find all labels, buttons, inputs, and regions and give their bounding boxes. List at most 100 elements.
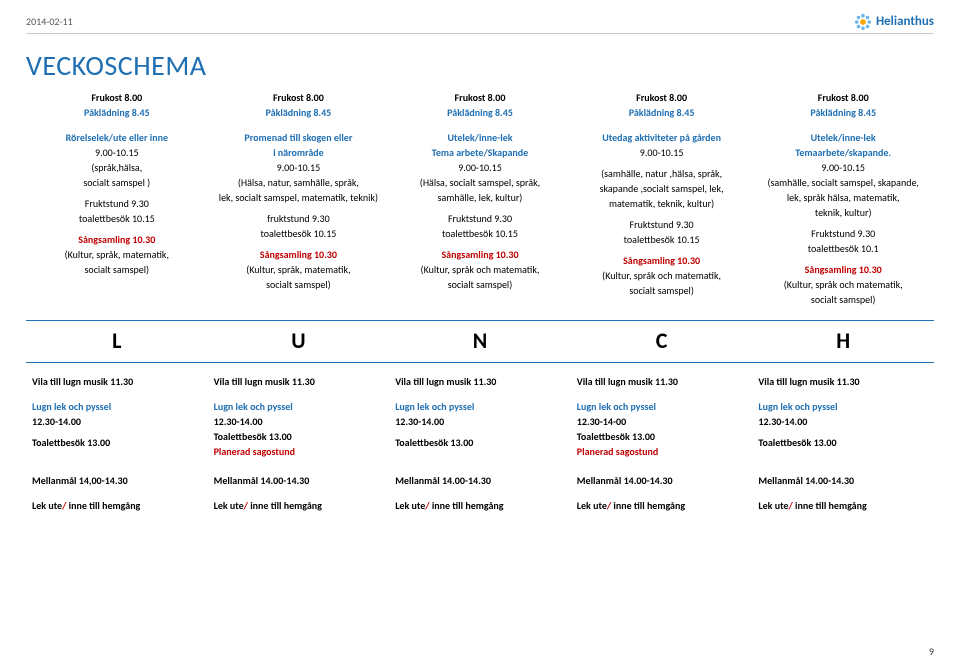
morning-line: matematik, teknik, kultur) (577, 197, 747, 210)
lunch-row: LUNCH (26, 320, 934, 363)
frukost-line1: Frukost 8.00 (758, 91, 928, 104)
lek-line: Lugn lek och pyssel (577, 400, 747, 413)
morning-line: teknik, kultur) (758, 206, 928, 219)
morning-line: socialt samspel) (758, 293, 928, 306)
morning-line: toalettbesök 10.15 (214, 227, 384, 240)
morning-line: fruktstund 9.30 (214, 212, 384, 225)
morning-line: Sångsamling 10.30 (32, 233, 202, 246)
lunch-letter: C (571, 321, 753, 362)
hem-segment: Lek ute (32, 499, 62, 512)
col-frukost-0: Frukost 8.00 Påklädning 8.45 (26, 89, 208, 123)
morning-line: 9.00-10.15 (395, 161, 565, 174)
morning-line: Temaarbete/skapande. (758, 146, 928, 159)
morning-line: (samhälle, socialt samspel, skapande, (758, 176, 928, 189)
col-hem-4: Lek ute/ inne till hemgång (752, 497, 934, 516)
morning-line: Utelek/inne-lek (395, 131, 565, 144)
row-mellan: Mellanmål 14,00-14.30 Mellanmål 14.00-14.… (26, 472, 934, 491)
lek-line: Toalettbesök 13.00 (395, 436, 565, 449)
morning-line: Fruktstund 9.30 (758, 227, 928, 240)
page-number: 9 (929, 645, 934, 658)
page-title: VECKOSCHEMA (26, 48, 934, 83)
lek-line: Toalettbesök 13.00 (758, 436, 928, 449)
morning-line: lek, språk hälsa, matematik, (758, 191, 928, 204)
hem-segment: Lek ute (758, 499, 788, 512)
header-date: 2014-02-11 (26, 15, 73, 28)
col-hem-1: Lek ute/ inne till hemgång (208, 497, 390, 516)
brand-name: Helianthus (876, 14, 934, 29)
frukost-line2: Påklädning 8.45 (32, 106, 202, 119)
morning-line: 9.00-10.15 (758, 161, 928, 174)
col-morning-2: Utelek/inne-lek Tema arbete/Skapande 9.00-… (389, 129, 571, 310)
hem-segment: inne till hemgång (66, 499, 140, 512)
col-mellan-4: Mellanmål 14.00-14.30 (752, 472, 934, 491)
morning-line: Fruktstund 9.30 (32, 197, 202, 210)
mellan-text: Mellanmål 14,00-14.30 (32, 474, 202, 487)
morning-line: (Kultur, språk, matematik, (214, 263, 384, 276)
brand: Helianthus (854, 13, 934, 31)
hem-segment: inne till hemgång (611, 499, 685, 512)
morning-line: (Kultur, språk och matematik, (395, 263, 565, 276)
row-frukost: Frukost 8.00 Påklädning 8.45 Frukost 8.00 P… (26, 89, 934, 123)
col-hem-3: Lek ute/ inne till hemgång (571, 497, 753, 516)
mellan-text: Mellanmål 14.00-14.30 (577, 474, 747, 487)
morning-line: (samhälle, natur ,hälsa, språk, (577, 167, 747, 180)
hem-segment: Lek ute (577, 499, 607, 512)
col-morning-0: Rörelselek/ute eller inne 9.00-10.15 (språ… (26, 129, 208, 310)
morning-line: (språk,hälsa, (32, 161, 202, 174)
hem-text: Lek ute/ inne till hemgång (32, 499, 202, 512)
morning-line: Sångsamling 10.30 (758, 263, 928, 276)
vila-text: Vila till lugn musik 11.30 (214, 375, 384, 388)
lunch-letter: U (208, 321, 390, 362)
morning-line: skapande ,socialt samspel, lek, (577, 182, 747, 195)
frukost-line2: Påklädning 8.45 (395, 106, 565, 119)
frukost-line1: Frukost 8.00 (32, 91, 202, 104)
morning-line: toalettbesök 10.15 (32, 212, 202, 225)
col-lek-3: Lugn lek och pyssel12.30-14-00Toalettbes… (571, 398, 753, 462)
col-vila-4: Vila till lugn musik 11.30 (752, 373, 934, 392)
col-lek-0: Lugn lek och pyssel12.30-14.00 Toalettbe… (26, 398, 208, 462)
sunflower-icon (854, 13, 872, 31)
lek-line: 12.30-14.00 (758, 415, 928, 428)
frukost-line2: Påklädning 8.45 (758, 106, 928, 119)
morning-line: socialt samspel) (395, 278, 565, 291)
col-lek-4: Lugn lek och pyssel 12.30-14.00 Toalettbe… (752, 398, 934, 462)
col-frukost-1: Frukost 8.00 Påklädning 8.45 (208, 89, 390, 123)
lek-line: Lugn lek och pyssel (395, 400, 565, 413)
morning-line: samhälle, lek, kultur) (395, 191, 565, 204)
frukost-line2: Påklädning 8.45 (214, 106, 384, 119)
morning-line: (Kultur, språk och matematik, (577, 269, 747, 282)
frukost-line1: Frukost 8.00 (214, 91, 384, 104)
col-morning-1: Promenad till skogen elleri närområde9.0… (208, 129, 390, 310)
lek-line: Lugn lek och pyssel (214, 400, 384, 413)
morning-line: 9.00-10.15 (577, 146, 747, 159)
page: 2014-02-11 Helianthus VECKOSCHEMA Frukos… (0, 0, 960, 668)
lek-line: Toalettbesök 13.00 (32, 436, 202, 449)
morning-line: Sångsamling 10.30 (214, 248, 384, 261)
col-frukost-4: Frukost 8.00 Påklädning 8.45 (752, 89, 934, 123)
col-morning-4: Utelek/inne-lek Temaarbete/skapande. 9.00-… (752, 129, 934, 310)
mellan-text: Mellanmål 14.00-14.30 (214, 474, 384, 487)
morning-line: Rörelselek/ute eller inne (32, 131, 202, 144)
mellan-text: Mellanmål 14.00-14.30 (758, 474, 928, 487)
morning-line: 9.00-10.15 (32, 146, 202, 159)
morning-line: 9.00-10.15 (214, 161, 384, 174)
morning-line: toalettbesök 10.15 (395, 227, 565, 240)
lunch-letter: H (752, 321, 934, 362)
col-hem-2: Lek ute/ inne till hemgång (389, 497, 571, 516)
morning-line: Sångsamling 10.30 (395, 248, 565, 261)
mellan-text: Mellanmål 14.00-14.30 (395, 474, 565, 487)
vila-text: Vila till lugn musik 11.30 (577, 375, 747, 388)
lek-line: Lugn lek och pyssel (758, 400, 928, 413)
row-lek: Lugn lek och pyssel 12.30-14.00 Toalettbe… (26, 398, 934, 462)
col-mellan-3: Mellanmål 14.00-14.30 (571, 472, 753, 491)
morning-line: Tema arbete/Skapande (395, 146, 565, 159)
col-hem-0: Lek ute/ inne till hemgång (26, 497, 208, 516)
morning-line: (Kultur, språk, matematik, (32, 248, 202, 261)
lek-line: Planerad sagostund (577, 445, 747, 458)
morning-line: (Hälsa, socialt samspel, språk, (395, 176, 565, 189)
morning-line: Utelek/inne-lek (758, 131, 928, 144)
topbar: 2014-02-11 Helianthus (26, 12, 934, 34)
col-mellan-1: Mellanmål 14.00-14.30 (208, 472, 390, 491)
hem-segment: inne till hemgång (793, 499, 867, 512)
morning-line: Fruktstund 9.30 (395, 212, 565, 225)
